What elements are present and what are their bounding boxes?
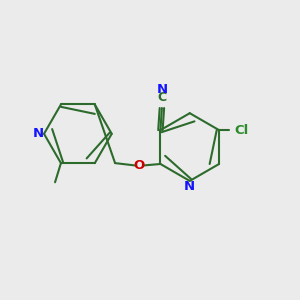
Text: N: N [184, 180, 195, 193]
Text: N: N [156, 83, 167, 96]
Text: O: O [134, 159, 145, 172]
Text: N: N [32, 127, 44, 140]
Text: Cl: Cl [234, 124, 249, 136]
Text: C: C [157, 91, 167, 104]
